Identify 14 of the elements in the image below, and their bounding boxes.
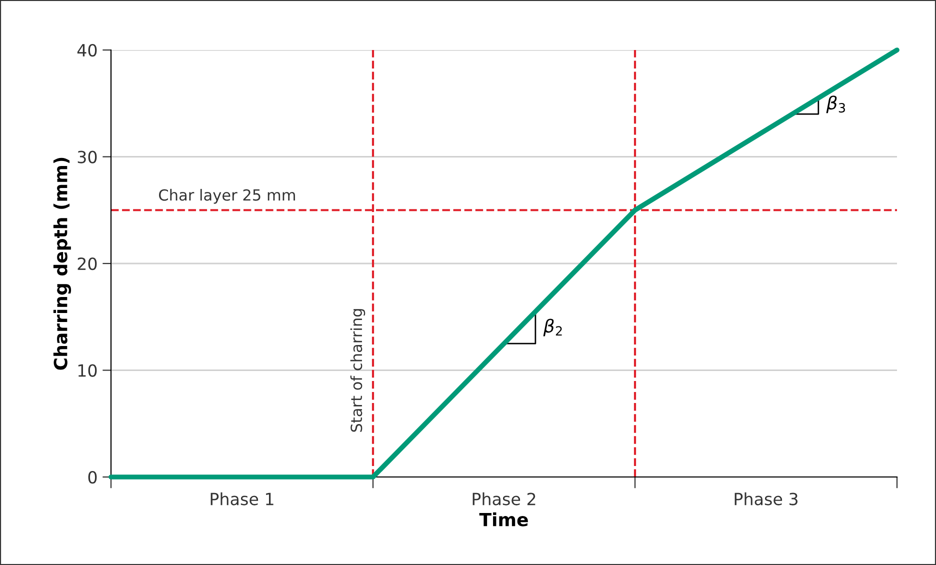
annotation: β$_{2}$ <box>543 318 562 336</box>
y-tick-label: 0 <box>88 470 97 484</box>
ref-line-label: Char layer 25 mm <box>159 188 295 204</box>
text: Phase 3 <box>734 492 798 506</box>
text: Phase 1 <box>210 492 274 506</box>
text: Phase 2 <box>472 492 536 506</box>
y-axis-title: Charring depth (mm) <box>53 158 72 370</box>
y-tick-label: 10 <box>78 364 97 377</box>
y-tick-label: 30 <box>78 150 97 164</box>
y-tick-label: 20 <box>78 257 97 270</box>
y-tick-label: 40 <box>77 44 97 57</box>
annotation: Start of charring <box>350 309 366 432</box>
annotation: β$_{3}$ <box>826 96 845 114</box>
x-axis-title: Time <box>479 512 528 526</box>
